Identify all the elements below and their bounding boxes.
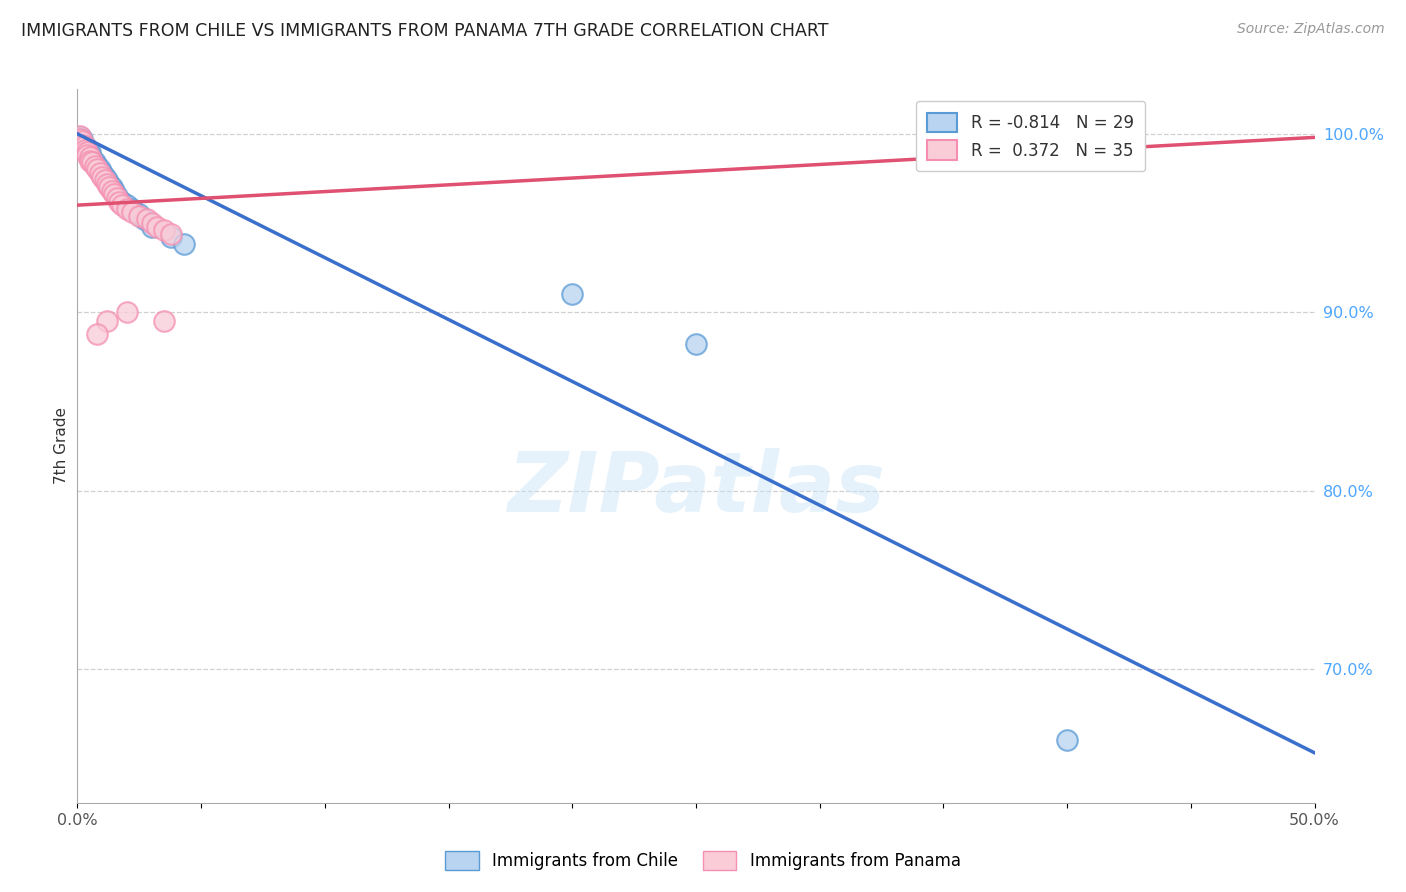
Point (79, 148, 101, 162)
Point (82, 152, 104, 166)
Point (1056, 733, 1078, 747)
Text: IMMIGRANTS FROM CHILE VS IMMIGRANTS FROM PANAMA 7TH GRADE CORRELATION CHART: IMMIGRANTS FROM CHILE VS IMMIGRANTS FROM… (21, 22, 828, 40)
Point (76, 145, 98, 159)
Point (86, 159, 108, 173)
Point (121, 205, 143, 219)
Point (121, 202, 143, 216)
Point (79, 150, 101, 164)
Point (73, 139, 96, 153)
Point (91, 166, 114, 180)
Legend: Immigrants from Chile, Immigrants from Panama: Immigrants from Chile, Immigrants from P… (439, 844, 967, 877)
Point (105, 191, 128, 205)
Point (141, 219, 163, 234)
Point (72, 134, 94, 148)
Point (111, 194, 134, 209)
Point (89, 166, 111, 180)
Point (82, 155, 104, 169)
Point (101, 184, 124, 198)
Point (69, 128, 91, 143)
Point (86, 326, 108, 341)
Point (91, 169, 114, 184)
Point (76, 141, 98, 155)
Point (134, 212, 156, 227)
Point (153, 223, 176, 237)
Point (69, 132, 91, 146)
Point (83, 155, 105, 169)
Point (153, 314, 176, 328)
Point (96, 173, 118, 187)
Point (72, 132, 94, 146)
Point (103, 187, 125, 202)
Point (101, 180, 124, 194)
Legend: R = -0.814   N = 29, R =  0.372   N = 35: R = -0.814 N = 29, R = 0.372 N = 35 (915, 101, 1146, 171)
Point (89, 162, 111, 177)
Point (115, 305, 138, 319)
Point (108, 194, 131, 209)
Point (98, 180, 121, 194)
Point (73, 139, 96, 153)
Point (69, 130, 91, 145)
Point (79, 153, 101, 168)
Point (93, 169, 115, 184)
Point (72, 136, 94, 150)
Point (96, 314, 118, 328)
Point (160, 230, 183, 244)
Point (111, 198, 134, 212)
Point (96, 177, 118, 191)
Point (105, 189, 128, 203)
Point (73, 143, 96, 157)
Point (685, 337, 707, 351)
Point (115, 198, 138, 212)
Point (173, 237, 195, 252)
Point (83, 159, 105, 173)
Point (93, 173, 115, 187)
Point (145, 219, 167, 234)
Point (160, 227, 183, 241)
Point (128, 209, 150, 223)
Y-axis label: 7th Grade: 7th Grade (53, 408, 69, 484)
Point (103, 184, 125, 198)
Point (141, 216, 163, 230)
Point (561, 287, 583, 301)
Point (86, 162, 108, 177)
Point (72, 137, 94, 152)
Text: ZIPatlas: ZIPatlas (508, 449, 884, 529)
Point (79, 145, 101, 159)
Point (98, 177, 121, 191)
Point (115, 202, 138, 216)
Point (76, 148, 98, 162)
Point (128, 207, 150, 221)
Text: Source: ZipAtlas.com: Source: ZipAtlas.com (1237, 22, 1385, 37)
Point (135, 212, 157, 227)
